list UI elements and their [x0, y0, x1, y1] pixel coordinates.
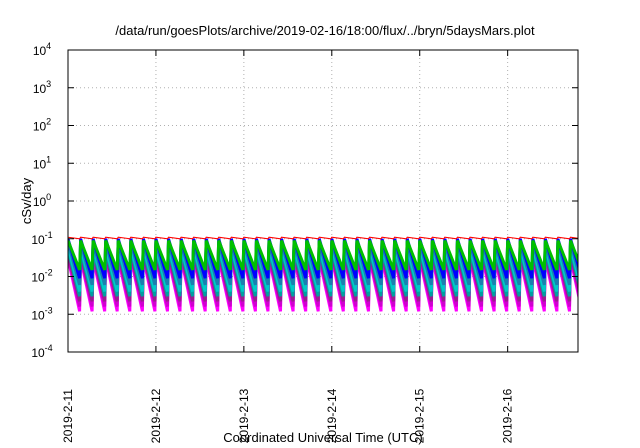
y-axis: 10-4 10-3 10-2 10-1 100 101 102 103 104	[31, 41, 578, 360]
y-tick-label: 10-2	[31, 268, 52, 285]
chart-title: /data/run/goesPlots/archive/2019-02-16/1…	[115, 23, 535, 38]
y-tick-label: 10-4	[31, 343, 52, 360]
y-tick-label: 102	[33, 117, 51, 134]
x-axis: 2019-2-11 2019-2-12 2019-2-13 2019-2-14 2019…	[61, 50, 515, 443]
x-tick-label: 2019-2-13	[237, 388, 251, 443]
series-line	[68, 236, 578, 240]
series-layer	[68, 236, 578, 312]
y-tick-label: 10-1	[31, 230, 52, 247]
x-tick-label: 2019-2-16	[501, 388, 515, 443]
x-tick-label: 2019-2-12	[149, 388, 163, 443]
y-tick-label: 103	[33, 79, 51, 96]
y-tick-label: 101	[33, 154, 51, 171]
y-axis-label: cSv/day	[19, 177, 34, 224]
x-tick-label: 2019-2-15	[413, 388, 427, 443]
y-tick-label: 104	[33, 41, 51, 58]
y-tick-label: 100	[33, 192, 51, 209]
x-tick-label: 2019-2-11	[61, 389, 75, 443]
x-axis-label: Coordinated Universal Time (UTC)	[223, 430, 422, 445]
y-tick-label: 10-3	[31, 305, 52, 322]
x-tick-label: 2019-2-14	[325, 388, 339, 443]
series-line	[68, 239, 578, 271]
